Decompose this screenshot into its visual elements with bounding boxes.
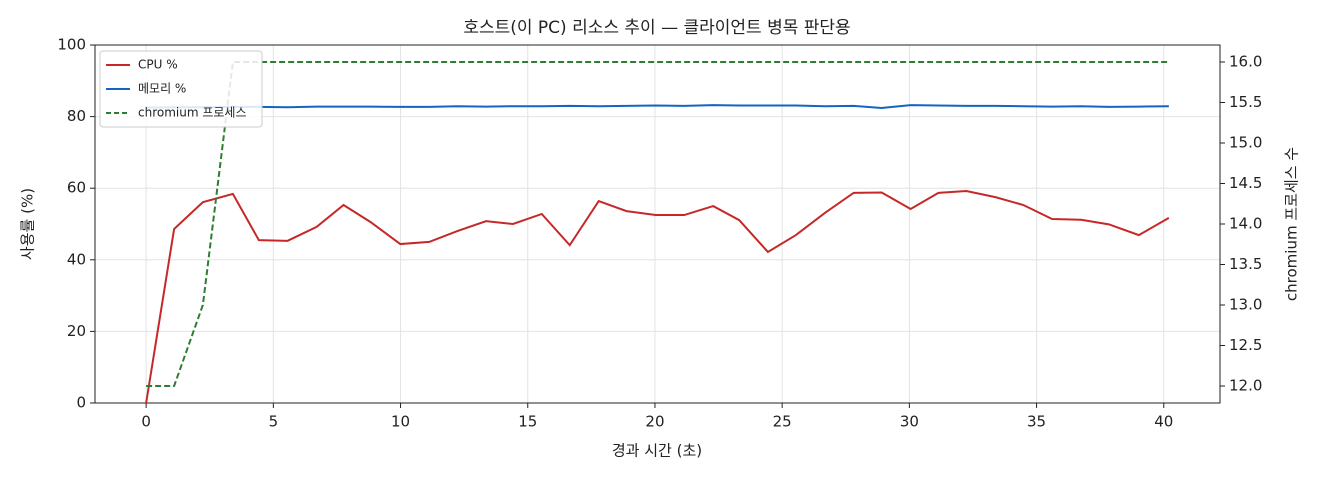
y2-axis-label: chromium 프로세스 수 (1283, 147, 1301, 301)
legend-label: CPU % (138, 58, 178, 72)
y-tick-label: 60 (67, 179, 86, 197)
x-tick-label: 10 (391, 413, 410, 431)
x-axis-label: 경과 시간 (초) (612, 442, 702, 460)
x-tick-label: 35 (1027, 413, 1046, 431)
y2-tick-label: 13.0 (1229, 295, 1262, 313)
x-tick-label: 20 (645, 413, 664, 431)
legend-label: 메모리 % (138, 82, 186, 96)
x-tick-label: 25 (773, 413, 792, 431)
legend-label: chromium 프로세스 (138, 106, 247, 120)
y-tick-label: 20 (67, 322, 86, 340)
x-tick-label: 0 (141, 413, 151, 431)
chart-title: 호스트(이 PC) 리소스 추이 — 클라이언트 병목 판단용 (463, 18, 850, 38)
legend: CPU % 메모리 % chromium 프로세스 (99, 50, 263, 128)
y2-tick-label: 14.0 (1229, 215, 1262, 233)
x-tick-label: 5 (269, 413, 279, 431)
legend-box (99, 50, 263, 128)
y-axis-label: 사용률 (%) (19, 188, 37, 260)
series-line (146, 104, 1169, 110)
y2-tick-label: 16.0 (1229, 53, 1262, 71)
y2-tick-label: 14.5 (1229, 174, 1262, 192)
plot-frame (94, 44, 1221, 404)
y-tick-label: 80 (67, 107, 86, 125)
x-tick-label: 40 (1154, 413, 1173, 431)
y2-tick-label: 15.5 (1229, 93, 1262, 111)
y2-tick-label: 12.0 (1229, 376, 1262, 394)
series-line (145, 190, 1170, 404)
x-tick-label: 15 (518, 413, 537, 431)
y2-tick-label: 13.5 (1229, 255, 1262, 273)
y-tick-label: 40 (67, 250, 86, 268)
y2-tick-label: 12.5 (1229, 336, 1262, 354)
series-line (146, 61, 1169, 387)
y2-tick-label: 15.0 (1229, 134, 1262, 152)
y-tick-label: 100 (57, 36, 86, 54)
x-tick-label: 30 (900, 413, 919, 431)
y-tick-label: 0 (76, 394, 86, 412)
